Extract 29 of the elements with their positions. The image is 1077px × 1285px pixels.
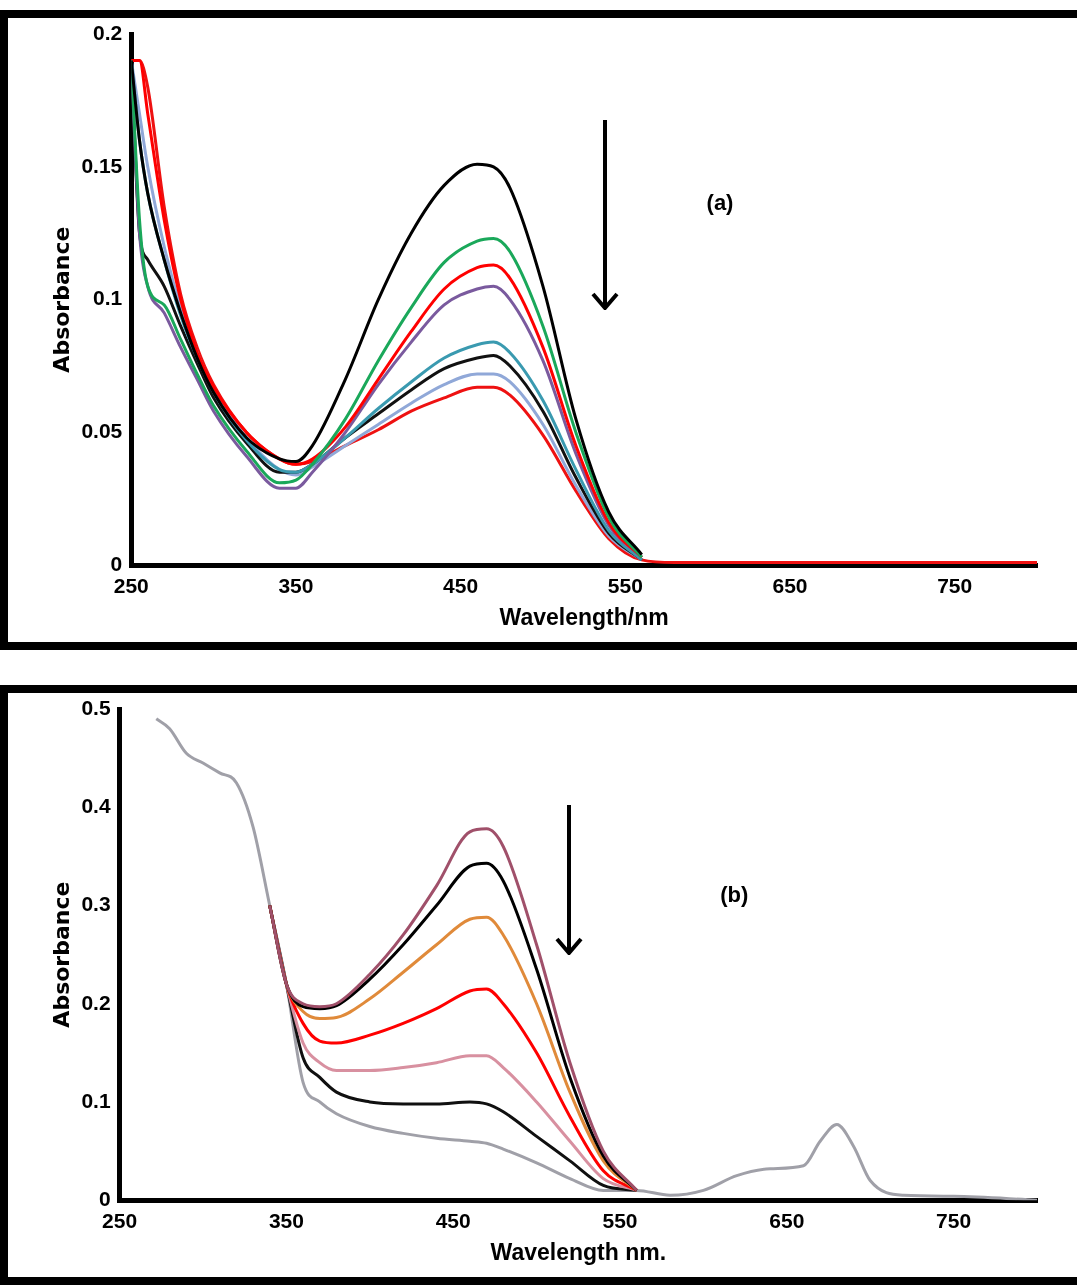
x-axis-title: Wavelength/nm: [499, 603, 669, 630]
x-tick-label: 450: [443, 573, 479, 597]
y-tick-label: 0.2: [81, 990, 111, 1014]
y-tick-label: 0.2: [93, 20, 123, 44]
x-tick-label: 350: [278, 573, 314, 597]
y-tick-label: 0.3: [81, 892, 111, 916]
y-tick-label: 0.05: [81, 419, 123, 443]
y-tick-label: 0.15: [81, 153, 123, 177]
x-tick-label: 750: [936, 1208, 972, 1232]
annotation: (b): [720, 881, 749, 907]
x-tick-label: 350: [268, 1208, 304, 1232]
x-tick-label: 550: [607, 573, 643, 597]
x-tick-label: 650: [772, 573, 808, 597]
x-tick-label: 450: [435, 1208, 471, 1232]
x-tick-label: 550: [602, 1208, 638, 1232]
x-axis-title: Wavelength nm.: [490, 1238, 667, 1265]
annotation: (a): [706, 190, 734, 216]
y-tick-label: 0: [98, 1187, 111, 1210]
x-tick-label: 750: [937, 573, 973, 597]
x-tick-label: 650: [769, 1208, 805, 1232]
y-tick-label: 0.4: [81, 794, 111, 818]
x-tick-label: 250: [102, 1208, 138, 1232]
y-tick-label: 0.1: [81, 1088, 111, 1112]
x-tick-label: 250: [113, 573, 149, 597]
y-tick-label: 0: [110, 552, 123, 575]
y-tick-label: 0.5: [81, 695, 111, 719]
y-axis-title: Absorbance: [48, 881, 74, 1028]
y-tick-label: 0.1: [93, 286, 123, 310]
y-axis-title: Absorbance: [48, 226, 74, 373]
